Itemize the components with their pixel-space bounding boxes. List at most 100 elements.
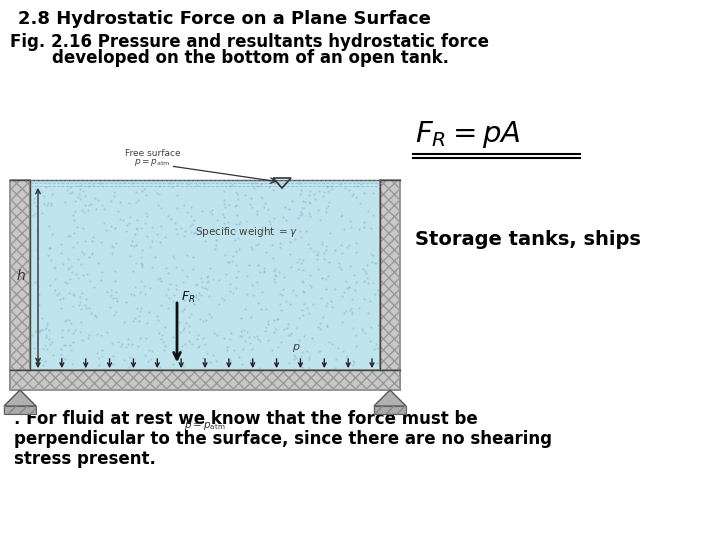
Point <box>48 264 60 273</box>
Point <box>162 285 174 293</box>
Point <box>272 178 284 186</box>
Point <box>107 294 119 302</box>
Point <box>96 268 108 276</box>
Point <box>39 191 50 200</box>
Bar <box>380 180 400 390</box>
Point <box>305 283 317 292</box>
Point <box>303 353 315 361</box>
Point <box>366 258 377 267</box>
Point <box>307 300 319 308</box>
Point <box>63 326 74 335</box>
Point <box>217 224 229 233</box>
Point <box>46 190 58 198</box>
Point <box>189 216 200 225</box>
Point <box>51 291 63 299</box>
Point <box>212 215 223 224</box>
Point <box>174 318 185 327</box>
Point <box>202 272 214 280</box>
Point <box>130 198 142 206</box>
Point <box>65 261 76 270</box>
Point <box>89 311 100 320</box>
Point <box>65 232 76 240</box>
Point <box>289 350 300 359</box>
Point <box>299 299 310 308</box>
Point <box>91 349 103 357</box>
Point <box>271 342 283 351</box>
Point <box>356 325 367 334</box>
Point <box>293 313 305 322</box>
Point <box>338 309 350 318</box>
Point <box>60 317 71 326</box>
Point <box>168 254 180 262</box>
Point <box>286 262 297 271</box>
Point <box>246 245 257 254</box>
Point <box>281 324 292 333</box>
Point <box>198 179 210 187</box>
Point <box>135 253 147 261</box>
Point <box>68 291 80 299</box>
Point <box>65 319 76 328</box>
Point <box>312 265 324 274</box>
Point <box>140 334 152 342</box>
Point <box>84 304 95 313</box>
Point <box>171 204 183 212</box>
Point <box>269 315 280 324</box>
Point <box>193 341 204 350</box>
Point <box>364 337 375 346</box>
Point <box>296 362 307 371</box>
Point <box>347 323 359 332</box>
Point <box>138 185 149 194</box>
Point <box>369 345 380 354</box>
Point <box>324 228 336 237</box>
Point <box>197 316 209 325</box>
Point <box>171 280 182 289</box>
Point <box>255 192 266 201</box>
Point <box>289 352 301 361</box>
Point <box>325 182 337 191</box>
Point <box>339 184 351 192</box>
Point <box>315 319 326 328</box>
Point <box>364 296 376 305</box>
Point <box>64 340 76 349</box>
Point <box>144 284 156 293</box>
Point <box>276 306 287 314</box>
Point <box>131 225 143 233</box>
Point <box>128 291 140 299</box>
Point <box>316 237 328 246</box>
Point <box>345 223 356 232</box>
Point <box>57 333 68 341</box>
Point <box>294 226 305 235</box>
Point <box>225 355 236 364</box>
Point <box>146 237 158 246</box>
Bar <box>10 370 400 390</box>
Point <box>152 316 163 325</box>
Point <box>176 224 187 233</box>
Point <box>274 239 286 247</box>
Point <box>42 198 54 207</box>
Point <box>49 275 60 284</box>
Point <box>107 359 118 368</box>
Point <box>367 279 379 287</box>
Point <box>266 346 278 355</box>
Point <box>323 186 334 195</box>
Point <box>282 330 294 339</box>
Point <box>132 196 143 205</box>
Point <box>220 269 232 278</box>
Point <box>124 219 135 228</box>
Point <box>212 331 223 340</box>
Point <box>78 249 90 258</box>
Point <box>45 281 56 290</box>
Point <box>59 198 71 206</box>
Point <box>171 190 183 199</box>
Point <box>213 300 225 308</box>
Point <box>233 353 245 361</box>
Point <box>73 190 85 198</box>
Point <box>230 201 241 210</box>
Point <box>312 248 324 256</box>
Point <box>39 324 50 333</box>
Point <box>106 291 117 299</box>
Point <box>108 192 120 200</box>
Point <box>66 346 77 355</box>
Point <box>120 343 132 352</box>
Point <box>358 217 369 226</box>
